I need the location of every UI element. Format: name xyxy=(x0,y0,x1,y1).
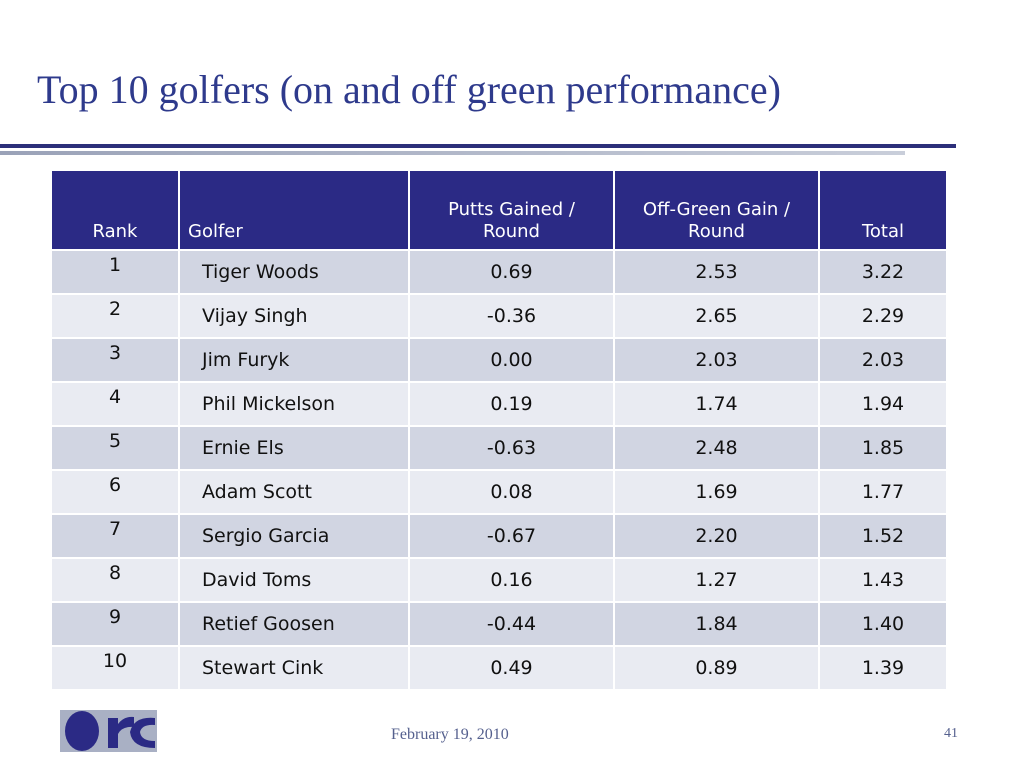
total-cell: 1.77 xyxy=(819,470,946,515)
table-row: 10 Stewart Cink 0.49 0.89 1.39 xyxy=(52,646,946,691)
off-green-gain-cell: 2.03 xyxy=(614,338,820,383)
golfer-cell: Retief Goosen xyxy=(179,602,410,647)
rank-cell: 3 xyxy=(52,338,180,383)
rank-cell: 6 xyxy=(52,470,180,515)
total-cell: 2.29 xyxy=(819,294,946,339)
off-green-gain-cell: 1.27 xyxy=(614,558,820,603)
table-row: 3 Jim Furyk 0.00 2.03 2.03 xyxy=(52,338,946,383)
putts-gained-cell: 0.19 xyxy=(409,382,615,427)
slide-title: Top 10 golfers (on and off green perform… xyxy=(37,67,781,112)
golfer-cell: Adam Scott xyxy=(179,470,410,515)
off-green-gain-cell: 0.89 xyxy=(614,646,820,691)
table-row: 6 Adam Scott 0.08 1.69 1.77 xyxy=(52,470,946,515)
header-total: Total xyxy=(819,171,946,251)
putts-gained-cell: 0.00 xyxy=(409,338,615,383)
total-cell: 1.52 xyxy=(819,514,946,559)
table-row: 5 Ernie Els -0.63 2.48 1.85 xyxy=(52,426,946,471)
putts-gained-cell: -0.44 xyxy=(409,602,615,647)
page-number: 41 xyxy=(944,726,958,741)
off-green-gain-cell: 1.84 xyxy=(614,602,820,647)
rank-cell: 2 xyxy=(52,294,180,339)
golfer-stats-table: Rank Golfer Putts Gained / Round Off-Gre… xyxy=(52,171,946,691)
rank-cell: 4 xyxy=(52,382,180,427)
header-off-green-gain: Off-Green Gain / Round xyxy=(614,171,820,251)
rank-cell: 8 xyxy=(52,558,180,603)
total-cell: 1.94 xyxy=(819,382,946,427)
putts-gained-cell: 0.16 xyxy=(409,558,615,603)
table-row: 2 Vijay Singh -0.36 2.65 2.29 xyxy=(52,294,946,339)
total-cell: 1.43 xyxy=(819,558,946,603)
total-cell: 1.40 xyxy=(819,602,946,647)
footer-date: February 19, 2010 xyxy=(391,726,509,743)
total-cell: 1.39 xyxy=(819,646,946,691)
header-golfer: Golfer xyxy=(179,171,410,251)
putts-gained-cell: 0.49 xyxy=(409,646,615,691)
golfer-cell: Tiger Woods xyxy=(179,250,410,295)
total-cell: 1.85 xyxy=(819,426,946,471)
off-green-gain-cell: 1.74 xyxy=(614,382,820,427)
table-header-row: Rank Golfer Putts Gained / Round Off-Gre… xyxy=(52,171,946,251)
golfer-cell: David Toms xyxy=(179,558,410,603)
putts-gained-cell: 0.08 xyxy=(409,470,615,515)
company-logo-icon xyxy=(60,710,157,752)
golfer-cell: Vijay Singh xyxy=(179,294,410,339)
title-divider xyxy=(0,144,956,148)
putts-gained-cell: -0.63 xyxy=(409,426,615,471)
table-row: 4 Phil Mickelson 0.19 1.74 1.94 xyxy=(52,382,946,427)
rank-cell: 1 xyxy=(52,250,180,295)
rank-cell: 9 xyxy=(52,602,180,647)
total-cell: 2.03 xyxy=(819,338,946,383)
putts-gained-cell: 0.69 xyxy=(409,250,615,295)
off-green-gain-cell: 2.65 xyxy=(614,294,820,339)
off-green-gain-cell: 2.53 xyxy=(614,250,820,295)
putts-gained-cell: -0.67 xyxy=(409,514,615,559)
putts-gained-cell: -0.36 xyxy=(409,294,615,339)
rank-cell: 5 xyxy=(52,426,180,471)
golfer-cell: Jim Furyk xyxy=(179,338,410,383)
table-row: 8 David Toms 0.16 1.27 1.43 xyxy=(52,558,946,603)
table-row: 7 Sergio Garcia -0.67 2.20 1.52 xyxy=(52,514,946,559)
golfer-cell: Phil Mickelson xyxy=(179,382,410,427)
golfer-cell: Sergio Garcia xyxy=(179,514,410,559)
off-green-gain-cell: 1.69 xyxy=(614,470,820,515)
header-putts-gained: Putts Gained / Round xyxy=(409,171,615,251)
header-rank: Rank xyxy=(52,171,180,251)
off-green-gain-cell: 2.20 xyxy=(614,514,820,559)
table-row: 9 Retief Goosen -0.44 1.84 1.40 xyxy=(52,602,946,647)
golfer-cell: Stewart Cink xyxy=(179,646,410,691)
title-divider-shadow xyxy=(0,151,905,155)
table-row: 1 Tiger Woods 0.69 2.53 3.22 xyxy=(52,250,946,295)
golfer-cell: Ernie Els xyxy=(179,426,410,471)
total-cell: 3.22 xyxy=(819,250,946,295)
rank-cell: 7 xyxy=(52,514,180,559)
off-green-gain-cell: 2.48 xyxy=(614,426,820,471)
rank-cell: 10 xyxy=(52,646,180,691)
